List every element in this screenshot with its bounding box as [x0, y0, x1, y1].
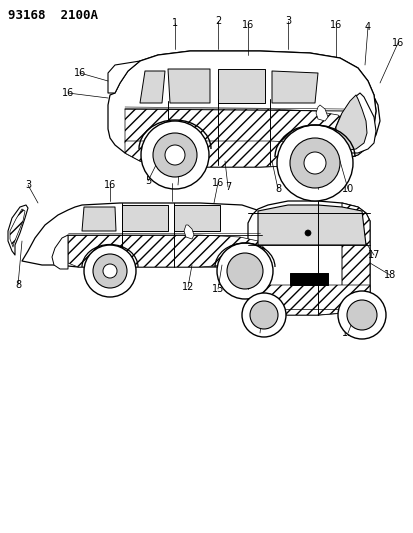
Text: 7: 7 — [224, 182, 230, 192]
Text: 3: 3 — [25, 180, 31, 190]
Polygon shape — [122, 205, 168, 231]
Text: 8: 8 — [274, 184, 280, 194]
Circle shape — [304, 230, 310, 236]
Circle shape — [346, 300, 376, 330]
Polygon shape — [8, 205, 28, 255]
Text: 2: 2 — [214, 16, 221, 26]
Text: 17: 17 — [367, 250, 379, 260]
Text: 16: 16 — [104, 180, 116, 190]
Polygon shape — [108, 51, 375, 167]
Polygon shape — [218, 69, 264, 103]
Text: 3: 3 — [284, 16, 290, 26]
Circle shape — [153, 133, 197, 177]
Polygon shape — [140, 71, 165, 103]
Circle shape — [93, 254, 127, 288]
Text: 11: 11 — [166, 178, 178, 188]
Text: 4: 4 — [364, 22, 370, 32]
Text: 16: 16 — [241, 20, 254, 30]
Text: 1: 1 — [171, 18, 178, 28]
Circle shape — [141, 121, 209, 189]
Circle shape — [165, 145, 185, 165]
Polygon shape — [52, 235, 68, 269]
Text: 16: 16 — [329, 20, 341, 30]
Circle shape — [249, 301, 277, 329]
Polygon shape — [247, 285, 369, 315]
Text: 15: 15 — [341, 328, 354, 338]
Text: 9: 9 — [314, 184, 320, 194]
Text: 16: 16 — [62, 88, 74, 98]
Text: 15: 15 — [253, 328, 266, 338]
Circle shape — [84, 245, 136, 297]
Polygon shape — [68, 235, 264, 267]
Polygon shape — [334, 93, 375, 163]
Polygon shape — [335, 95, 366, 161]
Polygon shape — [22, 203, 271, 267]
Circle shape — [226, 253, 262, 289]
Polygon shape — [315, 105, 327, 121]
Circle shape — [337, 291, 385, 339]
Text: 18: 18 — [383, 270, 395, 280]
Polygon shape — [257, 205, 365, 245]
Polygon shape — [168, 69, 209, 103]
Polygon shape — [125, 109, 347, 143]
Text: 16: 16 — [74, 68, 86, 78]
Text: 6: 6 — [175, 180, 180, 190]
Text: 8: 8 — [15, 280, 21, 290]
Text: 16: 16 — [211, 178, 223, 188]
Text: 14: 14 — [241, 284, 254, 294]
Polygon shape — [82, 207, 116, 231]
Polygon shape — [183, 225, 194, 239]
Polygon shape — [289, 273, 327, 285]
Polygon shape — [115, 51, 379, 159]
Polygon shape — [173, 205, 219, 231]
Circle shape — [276, 125, 352, 201]
Circle shape — [303, 152, 325, 174]
Circle shape — [216, 243, 272, 299]
Circle shape — [289, 138, 339, 188]
Polygon shape — [108, 61, 140, 93]
Text: 13: 13 — [211, 284, 223, 294]
Circle shape — [242, 293, 285, 337]
Circle shape — [103, 264, 117, 278]
Text: 12: 12 — [181, 282, 194, 292]
Polygon shape — [10, 209, 25, 247]
Polygon shape — [341, 203, 369, 313]
Text: 93168  2100A: 93168 2100A — [8, 9, 98, 22]
Polygon shape — [247, 201, 369, 315]
Polygon shape — [125, 141, 344, 167]
Text: 10: 10 — [341, 184, 353, 194]
Polygon shape — [271, 71, 317, 103]
Text: 5: 5 — [145, 176, 151, 186]
Text: 16: 16 — [391, 38, 403, 48]
